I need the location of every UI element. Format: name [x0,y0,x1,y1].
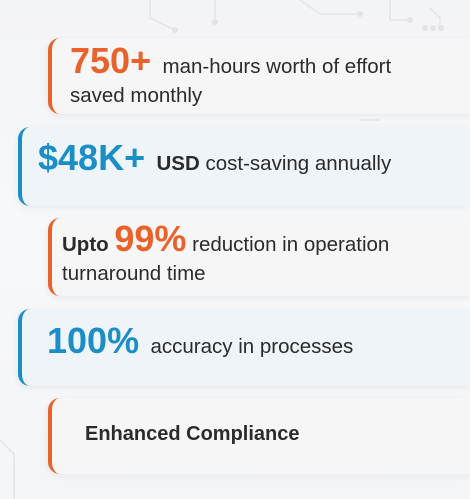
stat-description: accuracy in processes [150,335,354,358]
stat-card-compliance: Enhanced Compliance [48,398,470,474]
stat-description: cost-saving annually [205,152,392,175]
stat-card-man-hours: 750+ man-hours worth of effort saved mon… [48,38,470,114]
stat-text: Upto 99% reduction in operation turnarou… [62,221,390,288]
stat-description-line2: saved monthly [70,84,203,107]
stat-value: $48K+ [38,137,146,178]
stat-text: $48K+ USD cost-saving annually [38,140,392,178]
stat-description-line1: man-hours worth of effort [162,55,392,78]
stat-prefix: Upto [62,233,109,256]
stat-value: 100% [47,320,140,361]
stat-description-line1: reduction in operation [192,233,390,256]
stat-unit: USD [156,152,200,175]
stat-description: Enhanced Compliance [85,423,300,445]
stat-card-turnaround: Upto 99% reduction in operation turnarou… [48,218,470,296]
stat-description-line2: turnaround time [62,262,206,285]
stat-value: 99% [114,218,187,259]
stat-value: 750+ [70,40,152,81]
stat-card-accuracy: 100% accuracy in processes [18,309,470,386]
stat-text: 100% accuracy in processes [47,323,354,361]
stat-card-cost-saving: $48K+ USD cost-saving annually [18,127,470,206]
stat-text: 750+ man-hours worth of effort saved mon… [70,43,392,110]
